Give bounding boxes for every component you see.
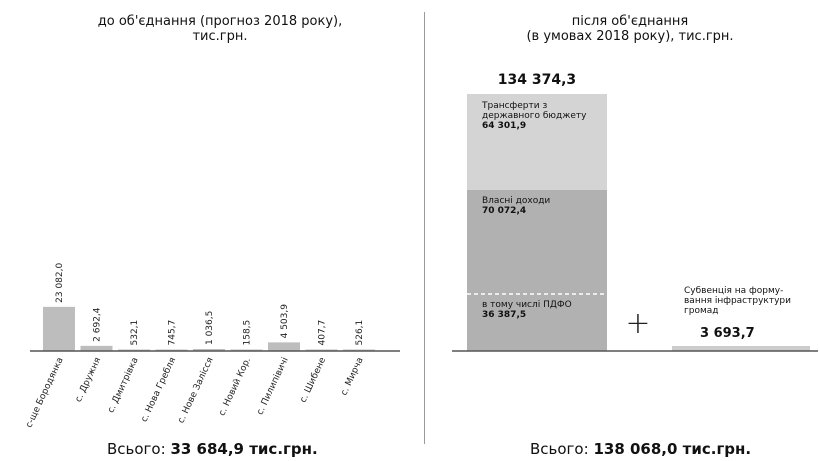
bar-value-label-7: 4 503,9 xyxy=(280,304,290,339)
bar-7 xyxy=(268,342,300,351)
subvention-value: 3 693,7 xyxy=(700,326,755,341)
right-chart-title: після об'єднання (в умовах 2018 року), т… xyxy=(465,14,795,44)
pdfo-label: в тому числі ПДФО xyxy=(482,300,572,310)
own-revenue-label: Власні доходи xyxy=(482,196,551,206)
right-total-value: 138 068,0 тис.грн. xyxy=(593,440,752,458)
right-total: Всього: 138 068,0 тис.грн. xyxy=(530,440,751,458)
bar-value-label-2: 2 692,4 xyxy=(93,307,103,342)
pdfo-value: 36 387,5 xyxy=(482,310,527,320)
bar-value-label-3: 532,1 xyxy=(130,320,140,346)
bar-value-label-8: 407,7 xyxy=(318,320,328,346)
own-revenue-label-block: Власні доходи 70 072,4 xyxy=(482,196,607,216)
transfers-segment xyxy=(467,94,607,190)
pdfo-label-block: в тому числі ПДФО 36 387,5 xyxy=(482,300,607,320)
subvention-bar xyxy=(672,346,810,351)
own-revenue-segment xyxy=(467,190,607,351)
transfers-value: 64 301,9 xyxy=(482,121,527,131)
right-bar-chart xyxy=(452,94,818,352)
transfers-label: Трансферти з державного бюджету xyxy=(482,101,587,121)
plus-sign: + xyxy=(625,306,651,341)
left-title-line2: тис.грн. xyxy=(192,29,248,44)
subvention-label: Субвенція на форму-вання інфраструктури … xyxy=(684,286,791,316)
transfers-label-block: Трансферти з державного бюджету 64 301,9 xyxy=(482,101,607,131)
right-total-label: Всього: xyxy=(530,440,589,458)
stack-total-label: 134 374,3 xyxy=(497,72,577,88)
left-total-label: Всього: xyxy=(107,440,166,458)
bar-value-label-5: 1 036,5 xyxy=(205,311,215,345)
right-title-line2: (в умовах 2018 року), тис.грн. xyxy=(526,29,734,44)
bar-value-label-4: 745,7 xyxy=(168,320,178,346)
left-total: Всього: 33 684,9 тис.грн. xyxy=(107,440,318,458)
bar-5 xyxy=(193,349,225,351)
bar-1 xyxy=(43,306,75,351)
bar-value-label-6: 158,5 xyxy=(243,320,253,346)
bar-2 xyxy=(80,345,113,351)
bar-value-label-9: 526,1 xyxy=(355,320,365,346)
left-title-line1: до об'єднання (прогноз 2018 року), xyxy=(97,14,343,29)
left-total-value: 33 684,9 тис.грн. xyxy=(170,440,318,458)
panel-divider xyxy=(424,12,425,444)
right-title-line1: після об'єднання xyxy=(571,14,689,29)
left-chart-title: до об'єднання (прогноз 2018 року), тис.г… xyxy=(40,14,400,44)
own-revenue-value: 70 072,4 xyxy=(482,206,527,216)
bar-value-label-1: 23 082,0 xyxy=(55,263,65,303)
